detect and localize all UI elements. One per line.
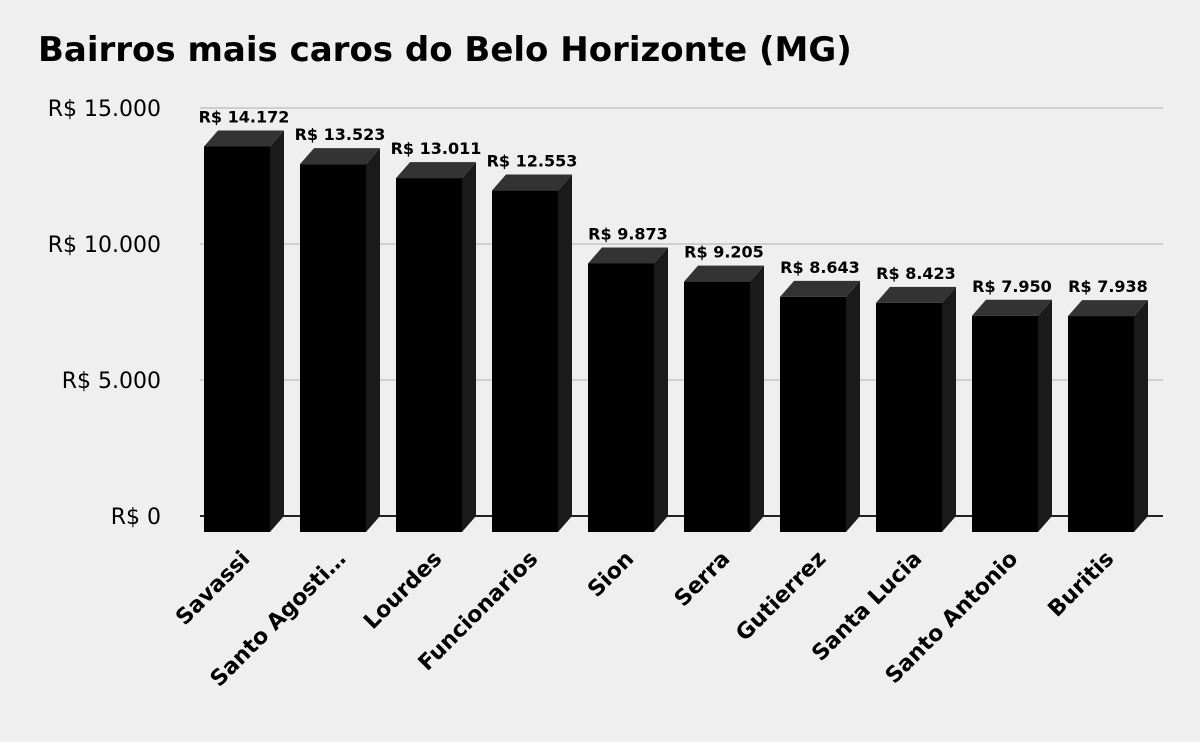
bar-front [204,146,270,532]
bar-top [972,299,1052,316]
chart-title: Bairros mais caros do Belo Horizonte (MG… [38,30,852,70]
bar [684,265,764,532]
data-label: R$ 9.205 [684,243,764,262]
data-label: R$ 12.553 [487,152,578,171]
bar [204,130,284,532]
bar-side [462,162,476,532]
bar-side [366,148,380,533]
x-tick-label: Serra [670,547,735,612]
bar-side [654,247,668,532]
bar-top [492,174,572,191]
bar-side [1134,300,1148,532]
bar-side [750,265,764,532]
y-tick-label: R$ 10.000 [48,233,161,258]
bar-top [684,265,764,282]
bar-front [492,190,558,532]
y-tick-label: R$ 5.000 [62,369,161,394]
bar-top [300,148,380,165]
bar-top [1068,300,1148,317]
bar [588,247,668,532]
bar-front [300,164,366,533]
data-label: R$ 8.423 [876,264,956,283]
bar-front [684,281,750,532]
bar-front [780,296,846,532]
x-tick-label: Lourdes [359,547,447,635]
bar-top [396,162,476,179]
bar-side [846,280,860,532]
x-tick-label: Sion [583,547,639,603]
bar [876,286,956,532]
bar-front [396,178,462,532]
bar [1068,300,1148,532]
bar-top [876,286,956,303]
bar [780,280,860,532]
data-label: R$ 8.643 [780,258,860,277]
bar-side [1038,299,1052,532]
data-label: R$ 13.523 [295,125,386,144]
bar-side [942,286,956,532]
data-label: R$ 13.011 [391,139,482,158]
x-tick-label: Savassi [171,547,255,631]
data-label: R$ 9.873 [588,224,668,243]
bar-top [204,130,284,147]
x-tick-label: Buritis [1044,547,1120,623]
bar-front [1068,316,1134,532]
bar [972,299,1052,532]
y-axis-ticks: R$ 0 R$ 5.000 R$ 10.000 R$ 15.000 [48,97,161,530]
bar-top [780,280,860,297]
bar [396,162,476,532]
y-tick-label: R$ 0 [111,505,161,530]
bar-front [588,263,654,532]
bar [300,148,380,533]
bar [492,174,572,532]
data-labels: R$ 14.172 R$ 13.523 R$ 13.011 R$ 12.553 R$ 9… [199,108,1148,297]
x-tick-label: Gutierrez [731,547,831,647]
data-label: R$ 7.950 [972,277,1052,296]
y-tick-label: R$ 15.000 [48,97,161,122]
bar-front [972,315,1038,532]
bar-side [558,174,572,532]
bars [204,130,1148,533]
bar-top [588,247,668,264]
data-label: R$ 14.172 [199,108,290,127]
data-label: R$ 7.938 [1068,277,1148,296]
bar-front [876,302,942,532]
bar-side [270,130,284,532]
